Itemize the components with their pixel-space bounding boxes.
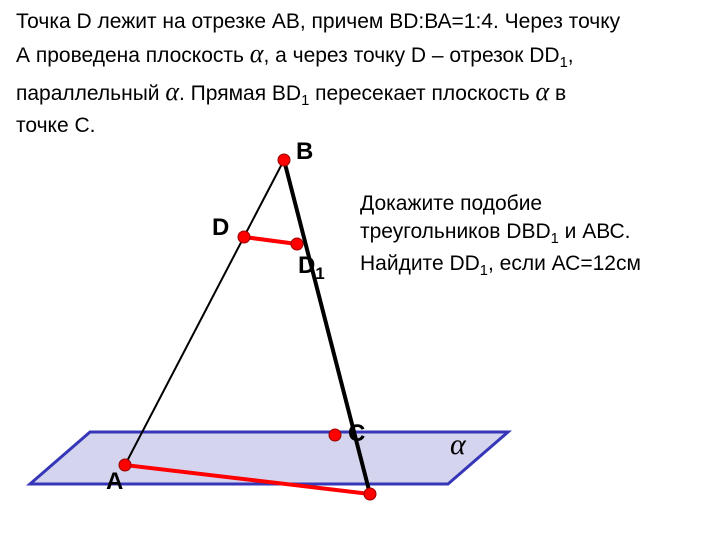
label-B: B bbox=[296, 138, 313, 166]
plane-alpha-label: α bbox=[450, 428, 466, 462]
label-D1: D1 bbox=[298, 252, 325, 284]
label-D: D bbox=[212, 214, 229, 242]
label-A: A bbox=[106, 468, 123, 496]
geometry-diagram bbox=[0, 0, 720, 540]
label-C: C bbox=[348, 420, 365, 448]
